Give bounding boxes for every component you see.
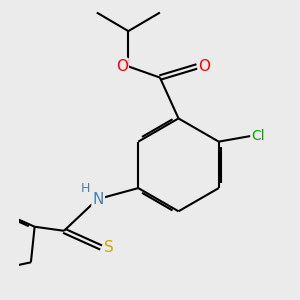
Text: Cl: Cl — [252, 129, 265, 143]
Text: S: S — [104, 240, 114, 255]
Text: O: O — [199, 59, 211, 74]
Text: H: H — [81, 182, 90, 195]
Text: N: N — [92, 192, 104, 207]
Text: O: O — [116, 59, 128, 74]
